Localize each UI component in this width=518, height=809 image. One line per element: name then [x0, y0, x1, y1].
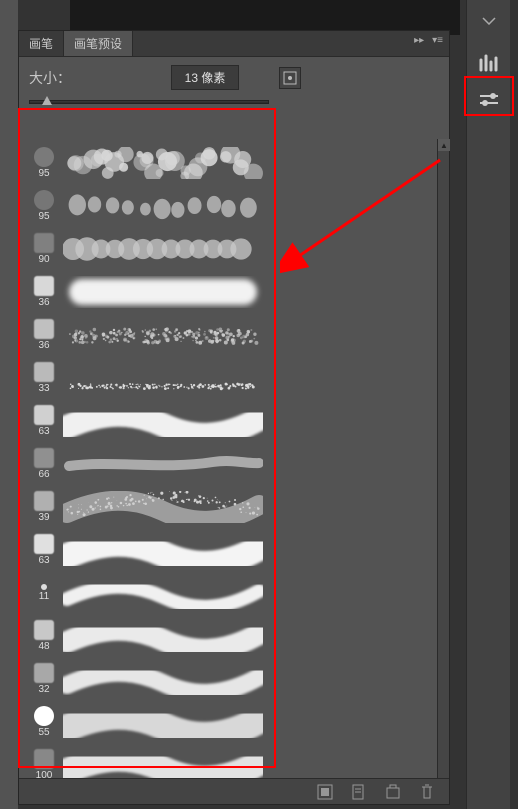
toggle-live-tip-button[interactable] — [279, 67, 301, 89]
brush-preset-item[interactable]: 36 — [25, 270, 283, 313]
brush-presets-panel: 画笔 画笔预设 ▸▸ ▾≡ 大小： 13 像素 95 95 90 36 36 33 63 66… — [18, 30, 450, 805]
panel-tabs: 画笔 画笔预设 ▸▸ ▾≡ — [19, 31, 449, 57]
tab-brush-presets[interactable]: 画笔预设 — [64, 31, 133, 56]
brush-size-label: 95 — [38, 211, 49, 222]
brush-thumb-icon — [34, 491, 54, 511]
brush-size-label: 33 — [38, 383, 49, 394]
brush-size-label: 48 — [38, 641, 49, 652]
brush-size-label: 36 — [38, 340, 49, 351]
brush-thumb-icon — [34, 233, 54, 253]
brush-preset-item[interactable]: 90 — [25, 227, 283, 270]
brush-thumb-icon — [41, 584, 47, 590]
brush-preset-item[interactable]: 66 — [25, 442, 283, 485]
panel-expand-icon[interactable]: ▸▸ — [414, 35, 424, 46]
brush-preset-item[interactable]: 11 — [25, 571, 283, 614]
doc-icon[interactable] — [351, 784, 367, 800]
brush-list: 9595903636336366396311483255100 — [25, 141, 283, 786]
brush-stroke-preview — [63, 749, 263, 781]
scrollbar[interactable]: ▲ — [437, 139, 449, 784]
size-slider[interactable] — [29, 100, 269, 104]
brush-preset-item[interactable]: 95 — [25, 184, 283, 227]
brush-size-label: 39 — [38, 512, 49, 523]
brush-thumb-icon — [34, 749, 54, 769]
delete-icon[interactable] — [419, 784, 435, 800]
brush-stroke-preview — [63, 663, 263, 695]
brush-preset-area: 9595903636336366396311483255100 — [23, 139, 447, 784]
size-input[interactable]: 13 像素 — [171, 65, 239, 90]
brush-thumb-icon — [34, 663, 54, 683]
brush-stroke-preview — [63, 276, 263, 308]
brush-settings-icon[interactable] — [471, 84, 507, 114]
brush-preset-item[interactable]: 39 — [25, 485, 283, 528]
brush-thumb-icon — [34, 319, 54, 339]
brush-size-label: 11 — [39, 591, 49, 602]
dock-collapse-icon[interactable] — [471, 6, 507, 36]
brush-thumb-icon — [34, 276, 54, 296]
brush-thumb-icon — [34, 190, 54, 210]
brush-stroke-preview — [63, 147, 263, 179]
tab-brush[interactable]: 画笔 — [19, 31, 64, 56]
brush-thumb-icon — [34, 706, 54, 726]
brush-size-label: 63 — [38, 555, 49, 566]
brush-preset-item[interactable]: 36 — [25, 313, 283, 356]
brush-stroke-preview — [63, 577, 263, 609]
brush-stroke-preview — [63, 534, 263, 566]
brush-size-label: 66 — [38, 469, 49, 480]
brush-thumb-icon — [34, 448, 54, 468]
brush-size-label: 32 — [38, 684, 49, 695]
brush-thumb-icon — [34, 362, 54, 382]
brush-stroke-preview — [63, 448, 263, 480]
app-left-edge — [0, 0, 18, 809]
brush-stroke-preview — [63, 620, 263, 652]
brush-stroke-preview — [63, 233, 263, 265]
brush-preset-item[interactable]: 55 — [25, 700, 283, 743]
size-label: 大小： — [29, 68, 71, 88]
brush-stroke-preview — [63, 405, 263, 437]
size-slider-thumb[interactable] — [42, 96, 52, 105]
brush-size-label: 95 — [38, 168, 49, 179]
panel-footer — [19, 778, 449, 804]
brush-preset-item[interactable]: 48 — [25, 614, 283, 657]
brush-stroke-preview — [63, 706, 263, 738]
preset-manager-icon[interactable] — [317, 784, 333, 800]
brush-size-label: 63 — [38, 426, 49, 437]
brush-preset-item[interactable]: 95 — [25, 141, 283, 184]
brush-preset-item[interactable]: 32 — [25, 657, 283, 700]
brush-stroke-preview — [63, 190, 263, 222]
brush-stroke-preview — [63, 319, 263, 351]
brush-preset-item[interactable]: 63 — [25, 399, 283, 442]
right-dock — [466, 0, 510, 809]
brush-thumb-icon — [34, 620, 54, 640]
new-preset-icon[interactable] — [385, 784, 401, 800]
brush-thumb-icon — [34, 147, 54, 167]
brush-preset-item[interactable]: 33 — [25, 356, 283, 399]
brush-size-label: 55 — [38, 727, 49, 738]
brush-thumb-icon — [34, 405, 54, 425]
scroll-up-icon[interactable]: ▲ — [438, 139, 450, 151]
panel-menu-icon[interactable]: ▾≡ — [432, 35, 443, 46]
brush-size-label: 36 — [38, 297, 49, 308]
brush-preset-item[interactable]: 63 — [25, 528, 283, 571]
size-row: 大小： 13 像素 — [19, 57, 449, 94]
brush-size-label: 90 — [38, 254, 49, 265]
brush-stroke-preview — [63, 491, 263, 523]
brush-thumb-icon — [34, 534, 54, 554]
brushes-panel-icon[interactable] — [471, 48, 507, 78]
brush-stroke-preview — [63, 362, 263, 394]
